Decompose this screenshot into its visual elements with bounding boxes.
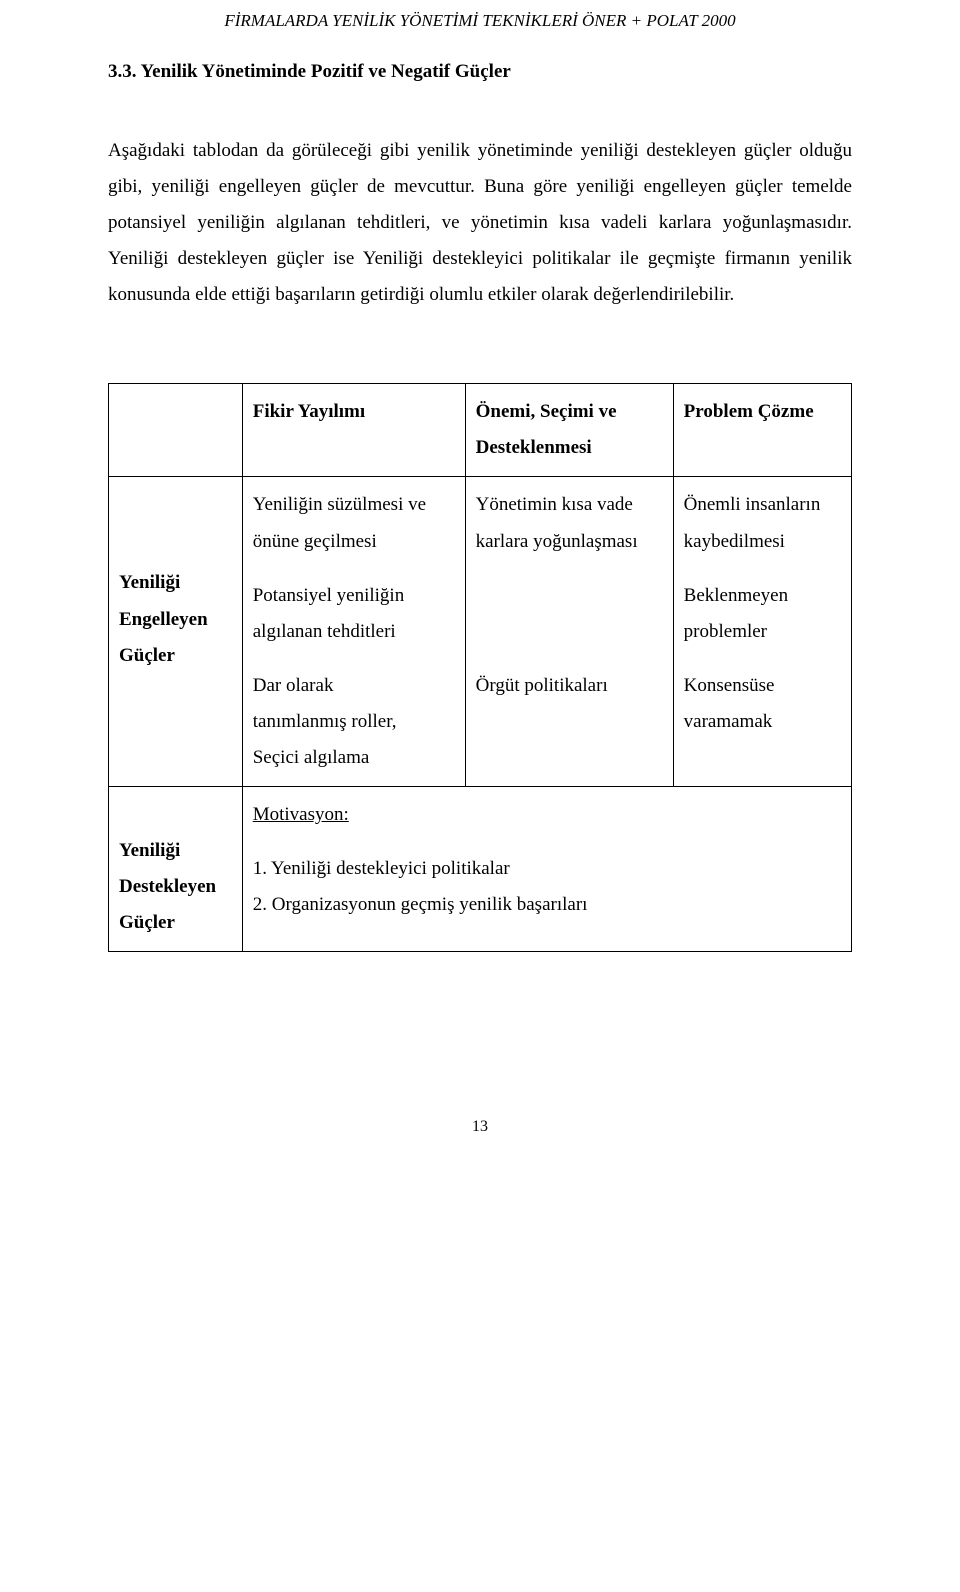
forces-table: Fikir Yayılımı Önemi, Seçimi ve Destekle… (108, 383, 852, 952)
cell-text: karlara yoğunlaşması (476, 531, 638, 552)
cell-text: problemler (684, 621, 767, 642)
cell-block: Önemli insanların kaybedilmesi (684, 487, 841, 559)
row-negative-label: Yeniliği Engelleyen Güçler (109, 477, 243, 787)
cell-text: Yönetimin kısa vade (476, 494, 633, 515)
motivation-item-2: 2. Organizasyonun geçmiş yenilik başarıl… (253, 887, 841, 923)
row-positive-label-line2: Destekleyen (119, 876, 216, 897)
row-negative-label-line2: Engelleyen (119, 609, 208, 630)
row-negative-label-line1: Yeniliği (119, 572, 180, 593)
cell-block: Yönetimin kısa vade karlara yoğunlaşması (476, 487, 663, 559)
row-positive-content: Motivasyon: 1. Yeniliği destekleyici pol… (242, 787, 851, 952)
row-negative-label-line3: Güçler (119, 645, 175, 666)
cell-text: Önemli insanların (684, 494, 821, 515)
table-header-col2-line2: Desteklenmesi (476, 437, 592, 458)
cell-text: Dar olarak (253, 675, 334, 696)
table-header-col1: Fikir Yayılımı (242, 384, 465, 477)
cell-text: algılanan tehditleri (253, 621, 396, 642)
cell-text: Beklenmeyen (684, 585, 788, 606)
row-positive-label: Yeniliği Destekleyen Güçler (109, 787, 243, 952)
row-positive-label-line3: Güçler (119, 912, 175, 933)
row-positive-label-line1: Yeniliği (119, 840, 180, 861)
cell-block-spacer (476, 578, 663, 650)
table-header-blank (109, 384, 243, 477)
table-row-positive: Yeniliği Destekleyen Güçler Motivasyon: … (109, 787, 852, 952)
cell-text: önüne geçilmesi (253, 531, 377, 552)
table-header-row: Fikir Yayılımı Önemi, Seçimi ve Destekle… (109, 384, 852, 477)
page-container: FİRMALARDA YENİLİK YÖNETİMİ TEKNİKLERİ Ö… (0, 0, 960, 1183)
cell-block: Yeniliğin süzülmesi ve önüne geçilmesi (253, 487, 455, 559)
cell-text: tanımlanmış roller, (253, 711, 397, 732)
running-header: FİRMALARDA YENİLİK YÖNETİMİ TEKNİKLERİ Ö… (108, 10, 852, 32)
motivation-item-1: 1. Yeniliği destekleyici politikalar (253, 851, 841, 887)
row-negative-col2: Yönetimin kısa vade karlara yoğunlaşması… (465, 477, 673, 787)
table-row-negative: Yeniliği Engelleyen Güçler Yeniliğin süz… (109, 477, 852, 787)
section-heading: 3.3. Yenilik Yönetiminde Pozitif ve Nega… (108, 60, 852, 85)
table-header-col3: Problem Çözme (673, 384, 851, 477)
cell-text: kaybedilmesi (684, 531, 785, 552)
cell-text: Örgüt politikaları (476, 675, 608, 696)
cell-text: varamamak (684, 711, 773, 732)
cell-block: Konsensüse varamamak (684, 668, 841, 740)
cell-text: Yeniliğin süzülmesi ve (253, 494, 426, 515)
cell-text: Seçici algılama (253, 747, 370, 768)
cell-block: Potansiyel yeniliğin algılanan tehditler… (253, 578, 455, 650)
cell-block: Dar olarak tanımlanmış roller, Seçici al… (253, 668, 455, 776)
body-paragraph: Aşağıdaki tablodan da görüleceği gibi ye… (108, 133, 852, 313)
row-negative-col3: Önemli insanların kaybedilmesi Beklenmey… (673, 477, 851, 787)
cell-text: Potansiyel yeniliğin (253, 585, 404, 606)
table-header-col2: Önemi, Seçimi ve Desteklenmesi (465, 384, 673, 477)
cell-block: Beklenmeyen problemler (684, 578, 841, 650)
row-negative-col1: Yeniliğin süzülmesi ve önüne geçilmesi P… (242, 477, 465, 787)
cell-block: Örgüt politikaları (476, 668, 663, 704)
motivation-title: Motivasyon: (253, 804, 349, 825)
table-header-col2-line1: Önemi, Seçimi ve (476, 401, 617, 422)
cell-text: Konsensüse (684, 675, 775, 696)
page-number: 13 (108, 1112, 852, 1142)
motivation-block: Motivasyon: (253, 797, 841, 833)
